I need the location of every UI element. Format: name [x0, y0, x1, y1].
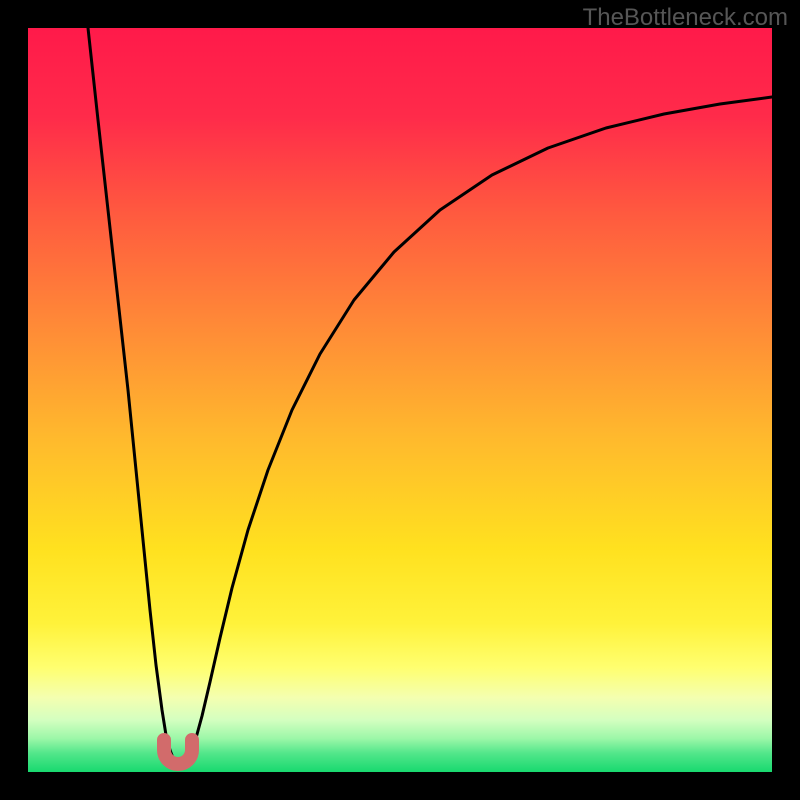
gradient-background: [28, 28, 772, 772]
watermark-text: TheBottleneck.com: [583, 4, 788, 32]
chart-frame: TheBottleneck.com: [0, 0, 800, 800]
chart-svg: [0, 0, 800, 800]
